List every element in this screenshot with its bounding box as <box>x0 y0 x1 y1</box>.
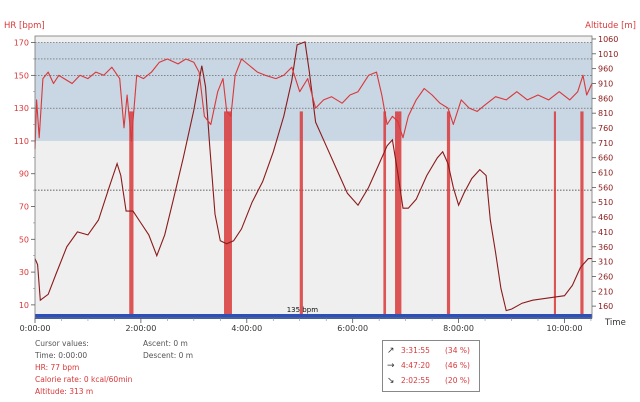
hr-tick-label: 110 <box>14 137 29 146</box>
hr-baseline-bar <box>35 314 592 319</box>
altitude-tick-label: 860 <box>598 94 613 103</box>
cursor-ascent: Ascent: 0 m <box>143 339 188 348</box>
pause-bar <box>580 111 584 318</box>
altitude-tick-label: 160 <box>598 302 613 311</box>
pause-bar <box>383 111 387 318</box>
trend-time: 2:02:55 <box>401 376 430 385</box>
trend-row-ascending: ↗ 3:31:55 (34 %) <box>383 345 479 357</box>
altitude-tick-label: 560 <box>598 183 613 192</box>
trend-summary-box: ↗ 3:31:55 (34 %) → 4:47:20 (46 %) ↘ 2:02… <box>382 340 480 392</box>
altitude-tick-label: 210 <box>598 287 613 296</box>
hr-series-line <box>34 58 593 150</box>
plot-frame <box>34 35 593 319</box>
altitude-tick-label: 710 <box>598 139 613 148</box>
altitude-tick-label: 510 <box>598 198 613 207</box>
altitude-tick-label: 310 <box>598 258 613 267</box>
hr-tick-label: 10 <box>19 301 29 310</box>
trend-time: 3:31:55 <box>401 346 430 355</box>
cursor-values-title: Cursor values: <box>35 339 89 348</box>
time-tick-label: 8:00:00 <box>443 324 474 333</box>
baseline-label: 135 bpm <box>287 306 318 314</box>
altitude-tick-label: 610 <box>598 169 613 178</box>
altitude-tick-label: 910 <box>598 79 613 88</box>
hr-tick-label: 170 <box>14 39 29 48</box>
cursor-time: Time: 0:00:00 <box>35 351 88 360</box>
altitude-tick-label: 1060 <box>598 35 618 44</box>
altitude-tick-label: 810 <box>598 109 613 118</box>
pause-bar <box>395 111 402 318</box>
trend-time: 4:47:20 <box>401 361 430 370</box>
pause-bar <box>299 111 303 318</box>
hr-tick-label: 70 <box>19 203 29 212</box>
hr-tick-label: 30 <box>19 268 29 277</box>
pause-bar <box>224 111 232 318</box>
altitude-tick-label: 660 <box>598 154 613 163</box>
hr-tick-label: 50 <box>19 235 29 244</box>
time-tick-label: 2:00:00 <box>125 324 156 333</box>
trend-percent: (46 %) <box>445 361 470 370</box>
pause-bar <box>553 111 556 318</box>
altitude-axis-title: Altitude [m] <box>585 21 636 31</box>
flat-arrow-icon: → <box>387 361 395 371</box>
time-tick-label: 6:00:00 <box>337 324 368 333</box>
trend-percent: (34 %) <box>445 346 470 355</box>
time-tick-label: 4:00:00 <box>231 324 262 333</box>
hr-zone-band <box>35 42 592 141</box>
cursor-calorie-rate: Calorie rate: 0 kcal/60min <box>35 375 133 384</box>
altitude-tick-label: 1010 <box>598 50 618 59</box>
altitude-tick-label: 410 <box>598 228 613 237</box>
cursor-hr: HR: 77 bpm <box>35 363 80 372</box>
altitude-tick-label: 460 <box>598 213 613 222</box>
descending-arrow-icon: ↘ <box>387 376 395 386</box>
trend-percent: (20 %) <box>445 376 470 385</box>
hr-tick-label: 130 <box>14 104 29 113</box>
cursor-descent: Descent: 0 m <box>143 351 194 360</box>
altitude-tick-label: 960 <box>598 65 613 74</box>
hr-axis-title: HR [bpm] <box>4 21 45 31</box>
ascending-arrow-icon: ↗ <box>387 346 395 356</box>
time-tick-label: 0:00:00 <box>20 324 51 333</box>
altitude-tick-label: 760 <box>598 124 613 133</box>
hr-tick-label: 150 <box>14 71 29 80</box>
altitude-tick-label: 260 <box>598 272 613 281</box>
time-tick-label: 10:00:00 <box>546 324 582 333</box>
trend-row-descending: ↘ 2:02:55 (20 %) <box>383 375 479 387</box>
trend-row-flat: → 4:47:20 (46 %) <box>383 360 479 372</box>
pause-bar <box>446 111 451 318</box>
time-axis-title: Time <box>604 318 626 328</box>
hr-tick-label: 90 <box>19 170 29 179</box>
pause-bar <box>129 111 134 318</box>
cursor-altitude: Altitude: 313 m <box>35 387 94 396</box>
altitude-tick-label: 360 <box>598 243 613 252</box>
